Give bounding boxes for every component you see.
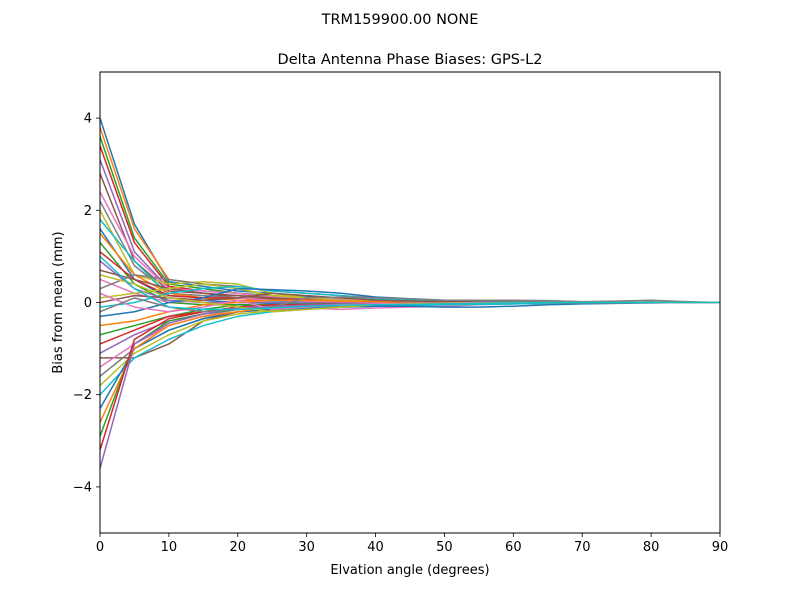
series-line-29 bbox=[100, 301, 720, 387]
series-line-4 bbox=[100, 145, 720, 304]
y-tick-label: −4 bbox=[73, 480, 92, 495]
x-tick-label: 10 bbox=[161, 540, 178, 555]
x-tick-label: 30 bbox=[298, 540, 315, 555]
series-line-3 bbox=[100, 136, 720, 304]
x-tick-label: 60 bbox=[505, 540, 522, 555]
x-tick-label: 20 bbox=[230, 540, 247, 555]
y-tick-label: −2 bbox=[73, 388, 92, 403]
series-layer bbox=[100, 117, 720, 469]
x-tick-label: 80 bbox=[643, 540, 660, 555]
x-tick-label: 40 bbox=[367, 540, 384, 555]
series-line-1 bbox=[100, 117, 720, 304]
x-axis: 0 10 20 30 40 50 60 70 80 90 bbox=[96, 533, 728, 555]
x-axis-label: Elvation angle (degrees) bbox=[330, 563, 489, 578]
series-line-40 bbox=[100, 255, 720, 311]
series-line-9 bbox=[100, 209, 720, 304]
y-axis-label: Bias from mean (mm) bbox=[51, 231, 66, 373]
chart-title: Delta Antenna Phase Biases: GPS-L2 bbox=[278, 52, 543, 68]
y-tick-label: 0 bbox=[84, 296, 92, 311]
y-tick-label: 4 bbox=[84, 112, 92, 127]
series-line-2 bbox=[100, 127, 720, 304]
y-tick-label: 2 bbox=[84, 204, 92, 219]
series-line-5 bbox=[100, 159, 720, 304]
x-tick-label: 70 bbox=[574, 540, 591, 555]
series-line-38 bbox=[100, 296, 720, 313]
series-line-32 bbox=[100, 301, 720, 423]
figure-suptitle: TRM159900.00 NONE bbox=[321, 12, 479, 28]
x-tick-label: 50 bbox=[436, 540, 453, 555]
series-line-31 bbox=[100, 301, 720, 409]
x-tick-label: 90 bbox=[712, 540, 729, 555]
y-axis: −4 −2 0 2 4 bbox=[73, 112, 100, 495]
x-tick-label: 0 bbox=[96, 540, 104, 555]
